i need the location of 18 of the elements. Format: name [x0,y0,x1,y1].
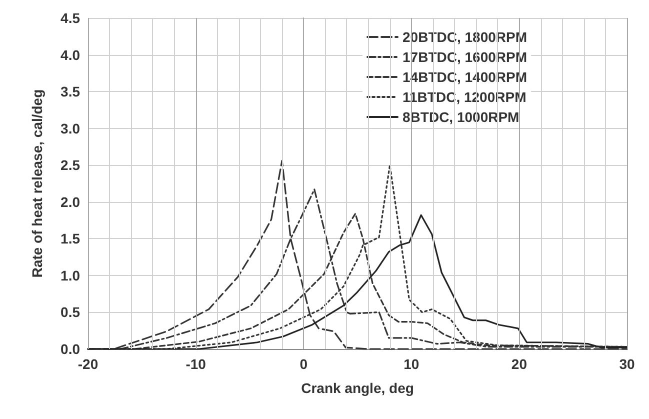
y-tick-label: 4.5 [60,10,80,26]
y-tick-label: 0.5 [60,304,80,320]
y-tick-label: 0.0 [60,341,80,357]
y-tick-label: 3.5 [60,84,80,100]
x-tick-label: 0 [300,356,308,372]
y-tick-label: 4.0 [60,46,80,63]
y-tick-label: 2.0 [60,194,80,210]
y-axis-title: Rate of heat release, cal/deg [29,89,45,278]
y-tick-label: 1.5 [60,230,80,247]
x-tick-label: 10 [404,356,420,372]
x-tick-label: -20 [78,356,98,372]
y-tick-label: 1.0 [60,267,80,284]
x-tick-label: -10 [186,356,206,372]
x-tick-label: 30 [619,356,635,372]
y-tick-label: 2.5 [60,157,80,174]
x-axis-title: Crank angle, deg [301,380,414,396]
x-tick-label: 20 [511,356,528,372]
y-tick-label: 3.0 [60,120,80,136]
